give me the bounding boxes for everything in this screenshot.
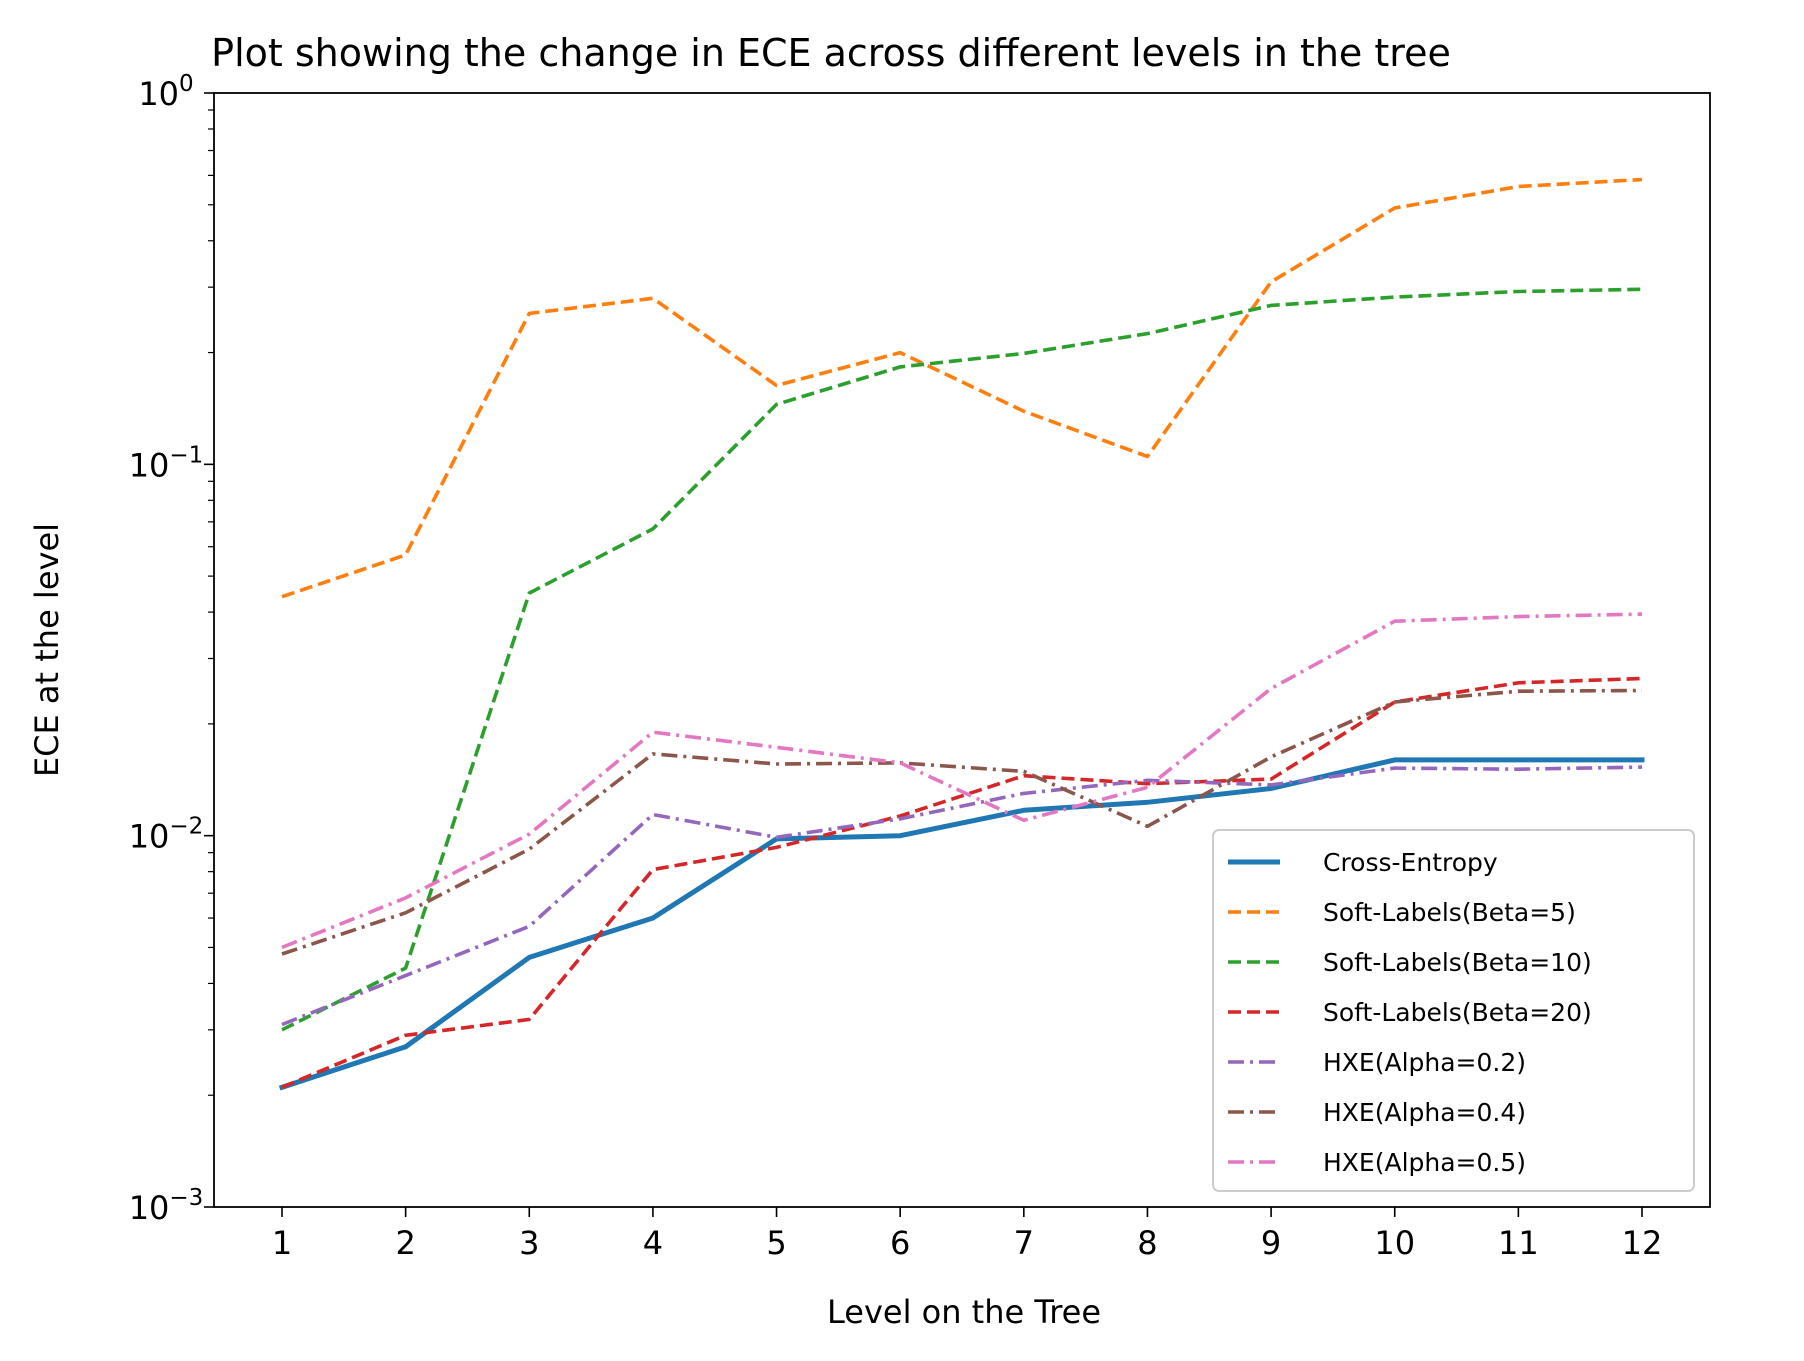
y-tick-base: 10 (129, 446, 170, 484)
y-tick-label: 10−3 (129, 1185, 204, 1227)
y-tick-base: 10 (129, 1189, 170, 1227)
legend-label: Cross-Entropy (1323, 848, 1498, 877)
x-tick-label: 1 (272, 1224, 292, 1262)
legend-label: Soft-Labels(Beta=5) (1323, 898, 1576, 927)
series-line-4 (281, 676, 1643, 1089)
x-tick-label: 6 (890, 1224, 910, 1262)
legend-label: Soft-Labels(Beta=20) (1323, 998, 1592, 1027)
series-layer (278, 177, 1645, 1091)
series-line-1 (278, 757, 1645, 1091)
series-line-5 (281, 765, 1643, 1027)
x-tick-label: 5 (766, 1224, 786, 1262)
y-tick-exponent: −1 (169, 442, 203, 468)
plot-frame (213, 92, 1711, 1208)
x-tick-label: 3 (519, 1224, 539, 1262)
series-line-3 (281, 287, 1643, 1032)
y-tick-exponent: 0 (179, 71, 194, 97)
y-tick-exponent: −2 (169, 814, 203, 840)
legend-label: HXE(Alpha=0.5) (1323, 1148, 1526, 1177)
y-tick-exponent: −3 (169, 1185, 203, 1211)
series-line-7 (281, 612, 1643, 950)
y-tick-label: 10−2 (129, 814, 204, 856)
y-axis-label: ECE at the level (28, 523, 66, 777)
x-tick-label: 4 (643, 1224, 663, 1262)
x-axis: 1 2 3 4 5 6 7 8 9 10 11 12 (272, 1207, 1663, 1262)
y-tick-label: 10−1 (129, 442, 204, 484)
legend-box (1212, 829, 1695, 1192)
x-axis-label: Level on the Tree (827, 1293, 1101, 1331)
y-tick-label: 100 (138, 71, 193, 113)
x-tick-label: 9 (1261, 1224, 1281, 1262)
legend-label: HXE(Alpha=0.2) (1323, 1048, 1526, 1077)
x-tick-label: 8 (1137, 1224, 1157, 1262)
series-line-6 (281, 688, 1643, 956)
y-tick-base: 10 (138, 75, 179, 113)
x-tick-label: 11 (1498, 1224, 1539, 1262)
legend: Cross-Entropy Soft-Labels(Beta=5) Soft-Lab… (1212, 829, 1695, 1192)
y-tick-base: 10 (129, 818, 170, 856)
series-line-2 (281, 177, 1643, 599)
x-tick-label: 10 (1374, 1224, 1415, 1262)
x-tick-label: 12 (1622, 1224, 1663, 1262)
x-tick-label: 2 (395, 1224, 415, 1262)
legend-label: Soft-Labels(Beta=10) (1323, 948, 1592, 977)
chart-title: Plot showing the change in ECE across di… (211, 31, 1451, 75)
x-tick-label: 7 (1014, 1224, 1034, 1262)
legend-label: HXE(Alpha=0.4) (1323, 1098, 1526, 1127)
